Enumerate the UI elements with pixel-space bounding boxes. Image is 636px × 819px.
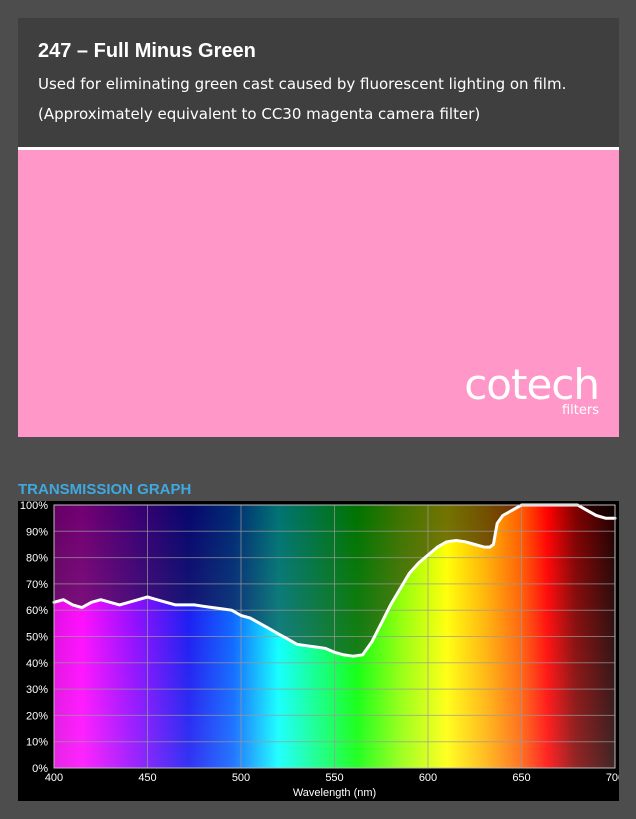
- header-divider: [18, 147, 619, 150]
- brand-logo: cotech filters: [464, 360, 600, 418]
- transmission-line: [52, 503, 617, 658]
- y-tick-label: 80%: [26, 553, 48, 565]
- plot-frame: [53, 504, 616, 769]
- brand-logo-text: cotech: [464, 360, 600, 409]
- y-tick-label: 50%: [26, 632, 48, 644]
- x-tick-label: 500: [232, 772, 250, 784]
- y-tick-label: 60%: [26, 605, 48, 617]
- x-tick-label: 700: [606, 772, 619, 784]
- transmission-chart: 0% 10% 20% 30% 40% 50% 60% 70% 80% 90% 100% 400 450 5…: [18, 501, 619, 801]
- product-title: 247 – Full Minus Green: [38, 40, 256, 62]
- y-tick-label: 70%: [26, 579, 48, 591]
- x-tick-label: 650: [512, 772, 530, 784]
- y-tick-label: 30%: [26, 684, 48, 696]
- product-equivalent: (Approximately equivalent to CC30 magent…: [38, 105, 481, 123]
- section-title: TRANSMISSION GRAPH: [18, 481, 192, 498]
- x-tick-label: 550: [325, 772, 343, 784]
- color-swatch: cotech filters: [18, 150, 619, 437]
- y-tick-label: 20%: [26, 710, 48, 722]
- x-tick-label: 450: [138, 772, 156, 784]
- y-tick-label: 10%: [26, 737, 48, 749]
- y-tick-label: 100%: [20, 501, 48, 512]
- y-tick-label: 90%: [26, 526, 48, 538]
- x-tick-label: 600: [419, 772, 437, 784]
- y-tick-label: 0%: [32, 763, 48, 775]
- product-header: 247 – Full Minus Green Used for eliminat…: [18, 18, 619, 148]
- x-axis-label: Wavelength (nm): [293, 787, 376, 799]
- product-description: Used for eliminating green cast caused b…: [38, 75, 567, 93]
- y-tick-label: 40%: [26, 658, 48, 670]
- brand-logo-sub: filters: [561, 403, 599, 418]
- x-tick-label: 400: [45, 772, 63, 784]
